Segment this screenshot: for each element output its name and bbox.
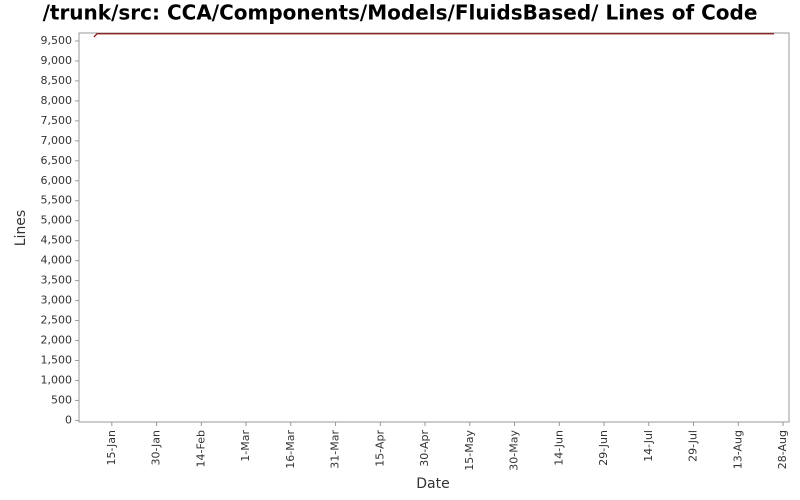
- y-tick-label: 3,500: [41, 274, 73, 287]
- chart-title: /trunk/src: CCA/Components/Models/Fluids…: [43, 1, 758, 25]
- x-tick-label: 1-Mar: [239, 430, 252, 462]
- x-tick-label: 28-Aug: [776, 430, 789, 469]
- y-axis-label: Lines: [13, 210, 29, 246]
- y-tick-label: 6,000: [41, 174, 73, 187]
- y-tick-label: 4,000: [41, 254, 73, 267]
- y-tick-label: 7,500: [41, 114, 73, 127]
- x-tick-label: 29-Jun: [597, 430, 610, 466]
- x-axis-label: Date: [416, 476, 449, 492]
- x-tick-label: 30-May: [508, 430, 521, 471]
- y-tick-label: 8,500: [41, 74, 73, 87]
- y-tick-label: 9,500: [41, 34, 73, 47]
- x-tick-label: 30-Jan: [150, 430, 163, 466]
- y-tick-label: 2,000: [41, 334, 73, 347]
- x-tick-label: 31-Mar: [329, 430, 342, 469]
- y-tick-label: 500: [51, 393, 72, 406]
- x-tick-label: 29-Jul: [687, 430, 700, 462]
- y-tick-label: 8,000: [41, 94, 73, 107]
- x-tick-label: 16-Mar: [284, 430, 297, 469]
- y-tick-label: 9,000: [41, 54, 73, 67]
- y-tick-label: 1,500: [41, 353, 73, 366]
- x-tick-label: 15-Apr: [373, 430, 386, 467]
- x-tick-label: 14-Jul: [642, 430, 655, 462]
- y-tick-label: 6,500: [41, 154, 73, 167]
- x-tick-label: 30-Apr: [418, 430, 431, 467]
- y-tick-label: 1,000: [41, 373, 73, 386]
- y-tick-label: 7,000: [41, 134, 73, 147]
- x-tick-label: 15-Jan: [105, 430, 118, 466]
- y-tick-label: 3,000: [41, 294, 73, 307]
- x-tick-label: 13-Aug: [731, 430, 744, 469]
- y-tick-label: 0: [65, 413, 72, 426]
- series-line: [93, 33, 775, 38]
- x-tick-label: 14-Jun: [552, 430, 565, 466]
- plot-area: [78, 32, 790, 423]
- x-tick-label: 15-May: [463, 430, 476, 471]
- y-tick-label: 5,000: [41, 214, 73, 227]
- y-tick-label: 2,500: [41, 314, 73, 327]
- y-tick-label: 5,500: [41, 194, 73, 207]
- x-tick-label: 14-Feb: [194, 430, 207, 467]
- y-tick-label: 4,500: [41, 234, 73, 247]
